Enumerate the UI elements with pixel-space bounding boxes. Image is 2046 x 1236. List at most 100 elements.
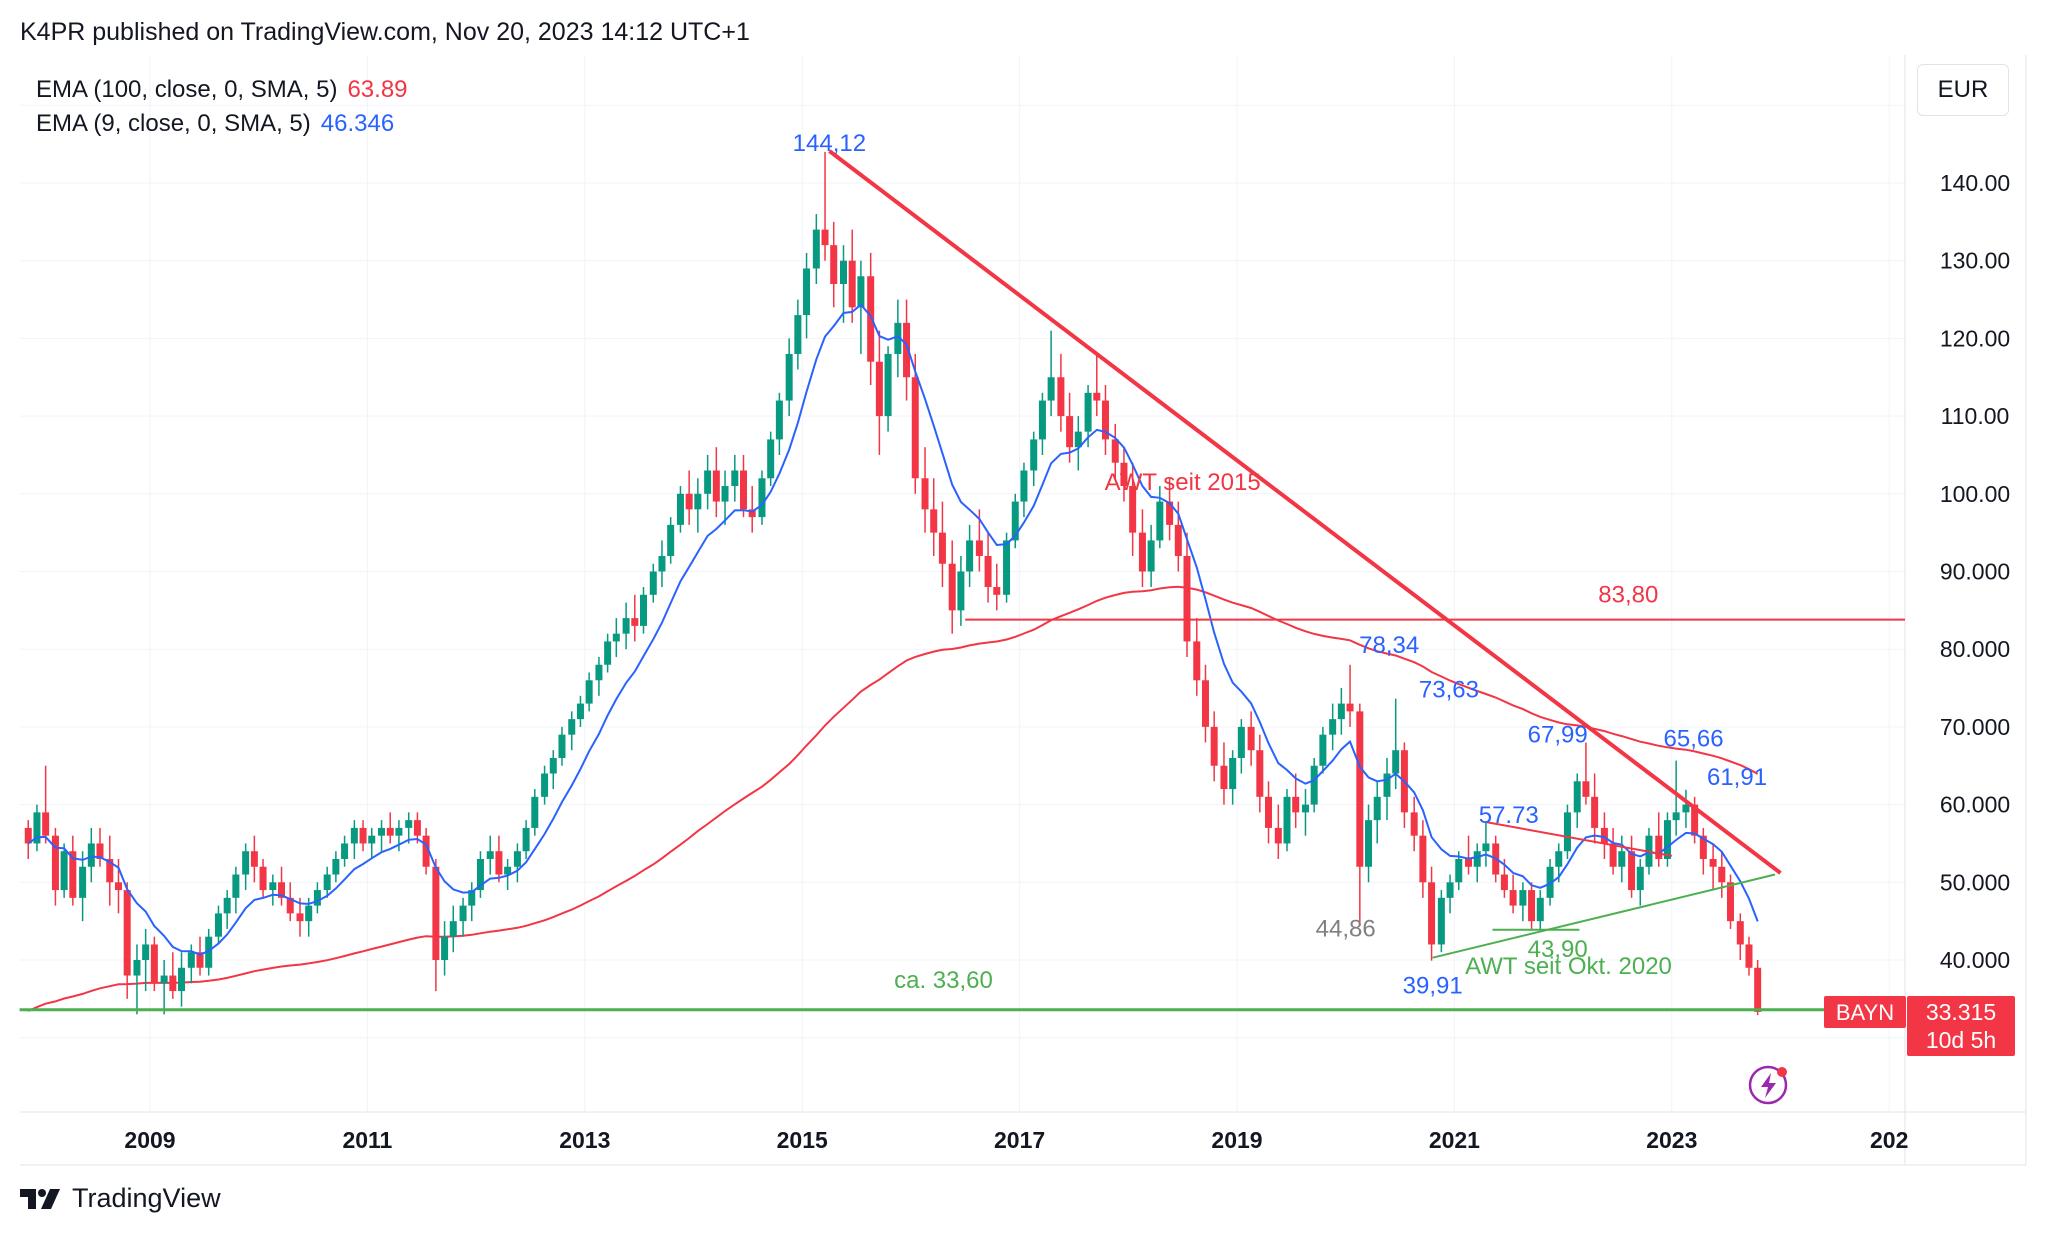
candle-body — [69, 851, 77, 898]
candle-body — [1129, 486, 1137, 533]
candle — [1519, 882, 1527, 922]
publish-header: K4PR published on TradingView.com, Nov 2… — [20, 18, 750, 46]
symbol-tag-label: BAYN — [1836, 1000, 1894, 1025]
candle — [1410, 796, 1418, 852]
candle-body — [459, 905, 467, 922]
candle-body — [830, 245, 838, 285]
candle — [794, 299, 802, 370]
candle — [731, 454, 739, 502]
candle-body — [405, 820, 413, 828]
candle — [1256, 734, 1264, 813]
candle — [911, 353, 919, 494]
candle-body — [259, 866, 267, 891]
candle — [1437, 890, 1445, 953]
candle-body — [1519, 890, 1527, 906]
candle — [930, 478, 938, 556]
y-tick-label: 110.00 — [1941, 403, 2010, 429]
candle-body — [368, 835, 376, 844]
legend-ema100-label: EMA (100, close, 0, SMA, 5) — [36, 76, 338, 103]
candle-body — [1237, 726, 1245, 758]
candle-body — [1011, 501, 1019, 541]
x-tick-label: 2015 — [777, 1127, 828, 1153]
candle-body — [658, 555, 666, 572]
candle — [1736, 913, 1744, 960]
candle — [359, 820, 367, 852]
candle — [60, 843, 68, 898]
candle — [196, 936, 204, 976]
candle-body — [1591, 796, 1599, 828]
candle — [278, 866, 286, 906]
price-tag: 33.315 10d 5h — [1907, 996, 2015, 1056]
candle — [1455, 851, 1463, 891]
candle — [1528, 882, 1536, 929]
candle — [123, 882, 131, 999]
candle-body — [422, 835, 430, 867]
candle-body — [585, 680, 593, 704]
candle — [1066, 392, 1074, 463]
candle — [1346, 664, 1354, 727]
candle — [1726, 874, 1734, 929]
candle-body — [1101, 400, 1109, 440]
candle — [938, 501, 946, 588]
annotation-label: 44,86 — [1316, 916, 1376, 943]
candle-body — [1546, 866, 1554, 898]
candle — [432, 858, 440, 992]
currency-button[interactable]: EUR — [1917, 64, 2009, 116]
candle-body — [867, 276, 875, 362]
candle — [142, 928, 150, 992]
candle-body — [1555, 851, 1563, 867]
legend-ema100[interactable]: EMA (100, close, 0, SMA, 5) 63.89 — [36, 76, 408, 104]
candle — [378, 820, 386, 852]
candle-body — [721, 486, 729, 502]
candle-body — [948, 563, 956, 611]
candle-body — [1500, 874, 1508, 891]
candle-body — [938, 532, 946, 564]
candle — [133, 944, 141, 1015]
y-tick-label: 140.00 — [1940, 170, 2010, 196]
candle — [857, 260, 865, 354]
legend-ema9[interactable]: EMA (9, close, 0, SMA, 5) 46.346 — [36, 110, 394, 138]
candle-body — [250, 851, 258, 867]
candle-body — [1174, 524, 1182, 556]
price-tag-value: 33.315 — [1926, 999, 1996, 1025]
candle — [42, 765, 50, 844]
candle — [1573, 773, 1581, 828]
annotation-label: 73,63 — [1419, 676, 1479, 703]
x-tick-label: 2019 — [1211, 1127, 1262, 1153]
candle — [1247, 711, 1255, 766]
tradingview-logo-icon — [20, 1188, 60, 1209]
candle — [740, 454, 748, 518]
candle — [1166, 478, 1174, 541]
candle-body — [1084, 392, 1092, 432]
candle — [1038, 392, 1046, 455]
candle — [495, 835, 503, 883]
footer-brand[interactable]: TradingView — [20, 1183, 221, 1214]
candle — [1020, 462, 1028, 518]
candle-body — [350, 827, 358, 844]
candle-body — [169, 975, 177, 992]
candle-body — [24, 827, 32, 844]
candle — [1536, 890, 1544, 930]
candle — [250, 835, 258, 883]
candle — [1274, 804, 1282, 859]
candle — [350, 820, 358, 859]
candle — [541, 765, 549, 805]
candle-body — [1373, 796, 1381, 821]
candle-body — [1455, 858, 1463, 883]
candle — [667, 517, 675, 564]
candle — [51, 827, 59, 906]
candle — [1482, 822, 1490, 867]
candle — [1047, 330, 1055, 417]
candle-body — [441, 936, 449, 960]
y-tick-label: 130.00 — [1940, 248, 2010, 274]
candle-body — [1726, 882, 1734, 922]
legend-ema9-value: 46.346 — [320, 110, 395, 137]
candle — [1074, 416, 1082, 471]
candle — [332, 851, 340, 883]
candle-body — [1672, 812, 1680, 821]
candle — [150, 936, 158, 992]
lightning-icon[interactable] — [1748, 1065, 1788, 1105]
candle-body — [1636, 866, 1644, 891]
candle — [1129, 462, 1137, 556]
